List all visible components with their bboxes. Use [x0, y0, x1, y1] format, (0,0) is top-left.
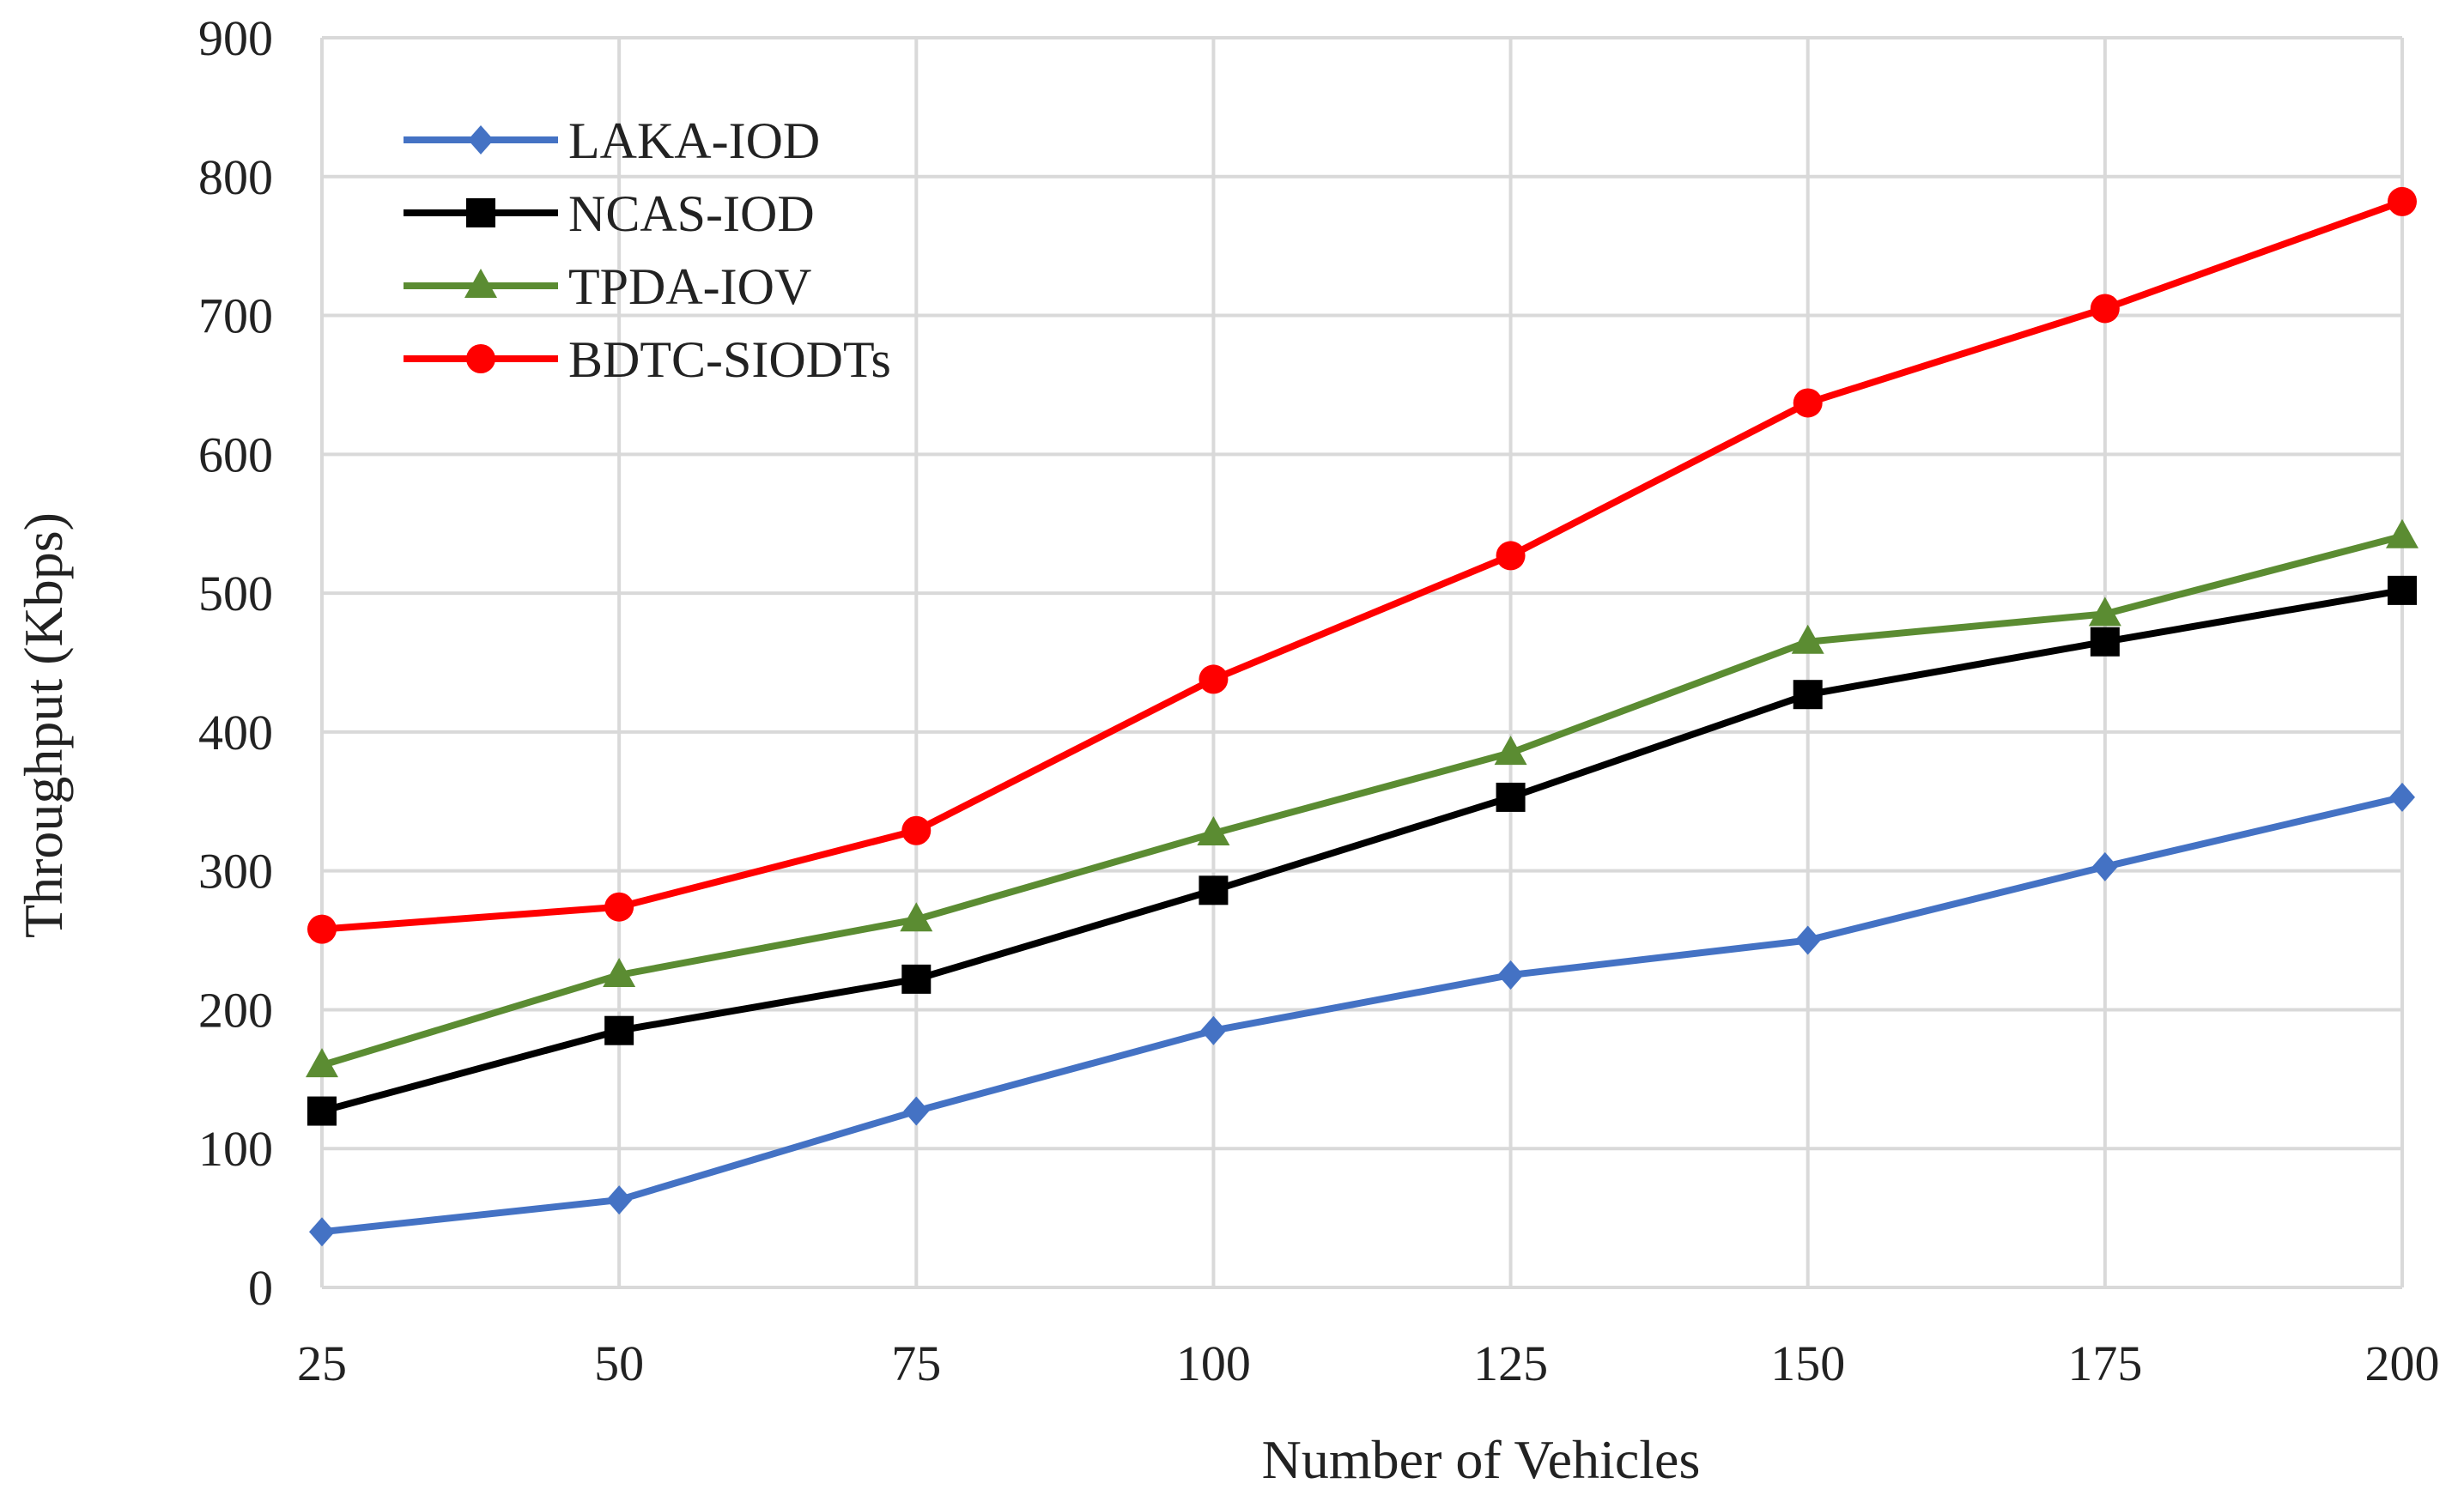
data-point-tpda-iov	[2088, 597, 2121, 627]
y-tick-label: 900	[198, 10, 273, 66]
series-laka-iod	[309, 782, 2415, 1247]
data-point-ncas-iod	[1793, 680, 1823, 710]
data-point-laka-iod	[1497, 960, 1524, 990]
data-point-bdtc-siodts	[2090, 294, 2120, 324]
data-point-laka-iod	[1200, 1015, 1227, 1045]
x-tick-label: 50	[594, 1335, 644, 1391]
series-line-laka-iod	[319, 793, 2406, 1236]
x-tick-label: 200	[2365, 1335, 2440, 1391]
y-tick-label: 400	[198, 705, 273, 760]
y-tick-label: 300	[198, 844, 273, 899]
data-point-tpda-iov	[306, 1048, 338, 1078]
legend-label: BDTC-SIODTs	[568, 331, 891, 388]
y-tick-label: 0	[248, 1260, 273, 1316]
y-tick-label: 200	[198, 982, 273, 1038]
data-point-bdtc-siodts	[2388, 186, 2417, 216]
x-axis-ticks: 25 50 75 100 125 150 175 200	[297, 1335, 2440, 1391]
legend: LAKA-IOD NCAS-IOD TPDA-IOV BDTC-SIODTs	[404, 112, 891, 388]
data-point-tpda-iov	[603, 958, 636, 987]
data-point-ncas-iod	[1496, 782, 1526, 812]
data-point-laka-iod	[1794, 925, 1821, 955]
data-point-laka-iod	[903, 1096, 930, 1126]
legend-marker	[468, 125, 494, 154]
data-point-tpda-iov	[2386, 518, 2418, 548]
legend-item-tpda-iov: TPDA-IOV	[404, 258, 811, 315]
x-tick-label: 75	[891, 1335, 941, 1391]
legend-label: LAKA-IOD	[568, 112, 820, 169]
series-tpda-iov	[306, 518, 2418, 1078]
legend-item-ncas-iod: NCAS-IOD	[404, 185, 815, 242]
legend-label: TPDA-IOV	[568, 258, 811, 315]
y-axis-ticks: 0 100 200 300 400 500 600 700 800 900	[198, 10, 273, 1316]
series-line-bdtc-siodts	[319, 197, 2406, 933]
legend-marker	[464, 269, 497, 298]
series-line-tpda-iov	[319, 532, 2406, 1069]
data-point-ncas-iod	[2388, 575, 2417, 605]
y-tick-label: 700	[198, 288, 273, 344]
legend-label: NCAS-IOD	[568, 185, 815, 242]
y-axis-title: Throughput (Kbps)	[13, 512, 74, 938]
legend-marker	[466, 198, 495, 227]
data-point-bdtc-siodts	[1793, 388, 1823, 418]
data-point-ncas-iod	[604, 1015, 634, 1045]
legend-item-bdtc-siodts: BDTC-SIODTs	[404, 331, 891, 388]
y-tick-label: 500	[198, 566, 273, 621]
y-tick-label: 100	[198, 1121, 273, 1177]
series-ncas-iod	[307, 575, 2417, 1126]
legend-marker	[466, 344, 495, 373]
x-tick-label: 25	[297, 1335, 347, 1391]
x-tick-label: 150	[1770, 1335, 1845, 1391]
data-point-ncas-iod	[307, 1096, 337, 1126]
series-lines	[306, 186, 2418, 1247]
data-point-tpda-iov	[1791, 624, 1824, 654]
data-point-bdtc-siodts	[604, 892, 634, 922]
data-point-bdtc-siodts	[1496, 541, 1526, 571]
y-tick-label: 600	[198, 427, 273, 482]
series-bdtc-siodts	[307, 186, 2417, 944]
data-point-ncas-iod	[2090, 627, 2120, 657]
x-axis-title: Number of Vehicles	[1262, 1429, 1701, 1490]
data-point-bdtc-siodts	[1199, 664, 1229, 694]
data-point-ncas-iod	[1199, 875, 1229, 905]
data-point-laka-iod	[2389, 782, 2415, 812]
data-point-bdtc-siodts	[307, 914, 337, 944]
data-point-tpda-iov	[1494, 736, 1527, 766]
data-point-laka-iod	[2091, 851, 2118, 881]
grid	[320, 36, 2404, 1289]
data-point-tpda-iov	[1197, 815, 1230, 845]
x-tick-label: 125	[1473, 1335, 1548, 1391]
data-point-ncas-iod	[901, 964, 932, 994]
x-tick-label: 100	[1176, 1335, 1251, 1391]
data-point-bdtc-siodts	[901, 815, 932, 845]
x-tick-label: 175	[2067, 1335, 2142, 1391]
data-point-laka-iod	[606, 1185, 633, 1215]
data-point-laka-iod	[309, 1217, 335, 1247]
legend-item-laka-iod: LAKA-IOD	[404, 112, 820, 169]
data-point-tpda-iov	[900, 902, 933, 932]
y-tick-label: 800	[198, 149, 273, 205]
series-line-ncas-iod	[319, 586, 2406, 1115]
